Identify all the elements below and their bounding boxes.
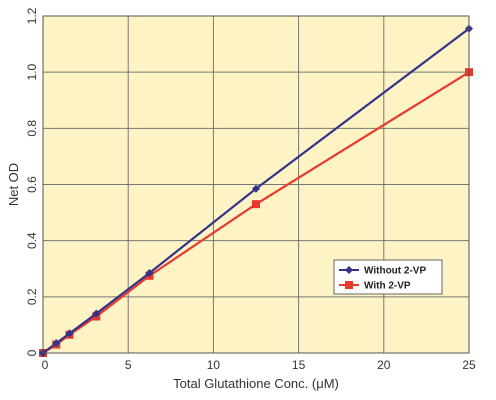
x-tick-label: 5 (125, 358, 132, 372)
legend-box (333, 259, 443, 295)
legend-marker (345, 266, 353, 274)
y-tick-label: 1.0 (25, 64, 39, 81)
x-axis-label: Total Glutathione Conc. (μM) (173, 376, 339, 391)
grid (42, 15, 470, 354)
data-point (92, 309, 101, 318)
series-layer (39, 24, 473, 357)
y-axis-label: Net OD (6, 163, 21, 206)
x-tick-label: 0 (42, 358, 49, 372)
data-point (145, 268, 154, 277)
legend-marker (345, 281, 353, 289)
y-tick-label: 1.2 (25, 7, 39, 24)
x-tick-label: 20 (377, 358, 391, 372)
x-tick-label: 10 (207, 358, 221, 372)
y-tick-label: 0.2 (25, 288, 39, 305)
y-tick-label: 0 (25, 349, 39, 356)
x-tick-labels: 0 5 10 15 20 25 (42, 358, 476, 372)
y-tick-label: 0.4 (25, 232, 39, 249)
plot-frame (42, 15, 470, 354)
y-tick-label: 0.8 (25, 120, 39, 137)
legend: Without 2-VP With 2-VP (333, 259, 443, 295)
legend-label: With 2-VP (364, 281, 411, 292)
data-point (65, 329, 74, 338)
y-tick-labels: 0 0.2 0.4 0.6 0.8 1.0 1.2 (25, 7, 39, 356)
x-tick-label: 15 (292, 358, 306, 372)
legend-label: Without 2-VP (364, 266, 426, 277)
data-point (252, 184, 260, 193)
x-tick-label: 25 (462, 358, 476, 372)
y-tick-label: 0.6 (25, 176, 39, 193)
data-point (252, 200, 260, 209)
data-point (52, 339, 61, 348)
